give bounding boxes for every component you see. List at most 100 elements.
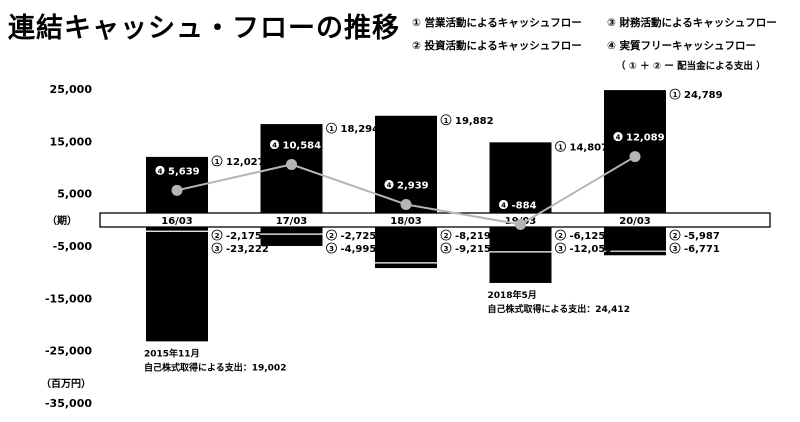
data-label-financing-cf: -9,215	[455, 244, 491, 255]
label-marker-free-cf	[383, 179, 395, 190]
legend-note: （ ① ＋ ② ー 配当金による支出 ）	[616, 61, 766, 72]
annotation-text: 自己株式取得による支出：24,412	[488, 303, 630, 315]
data-label-free-cf: -884	[512, 200, 537, 211]
x-tick-label: 16/03	[161, 216, 193, 227]
annotation-text: 2015年11月	[144, 347, 200, 359]
data-label-investing-cf: -8,219	[455, 231, 491, 242]
label-marker-financing	[326, 242, 337, 254]
legend-number-4: ④	[607, 40, 616, 52]
label-marker-number: 3	[329, 245, 334, 253]
label-marker-investing	[440, 229, 452, 241]
label-marker-number: 3	[558, 245, 563, 253]
y-tick-label: -15,000	[45, 292, 92, 305]
point-free-cf	[515, 218, 526, 230]
label-marker-free-cf	[498, 199, 509, 210]
x-tick-label: 17/03	[276, 216, 308, 227]
label-marker-operating	[211, 155, 223, 167]
label-marker-number: 4	[501, 201, 506, 209]
data-label-free-cf: 5,639	[168, 166, 200, 177]
data-label-financing-cf: -4,995	[341, 244, 377, 255]
legend-label-4: 実質フリーキャッシュフロー	[619, 40, 757, 52]
bar-financing-cf	[489, 227, 552, 283]
y-tick-label: -5,000	[53, 240, 93, 253]
bar-operating-cf	[375, 115, 437, 213]
point-free-cf	[629, 151, 641, 163]
category-band	[99, 212, 771, 228]
bar-financing-cf	[375, 227, 437, 269]
legend-item-3: ③ 財務活動によるキャッシュフロー	[607, 15, 777, 30]
annotation-text: 自己株式取得による支出：19,002	[144, 361, 286, 373]
label-marker-number: 3	[215, 245, 220, 253]
data-label-investing-cf: -2,175	[226, 231, 262, 242]
label-marker-number: 1	[558, 143, 563, 151]
label-marker-investing	[555, 229, 566, 241]
data-label-operating-cf: 14,807	[570, 142, 609, 153]
label-marker-operating	[440, 114, 452, 126]
label-marker-financing	[211, 242, 223, 254]
label-marker-number: 2	[329, 232, 334, 240]
data-label-operating-cf: 18,294	[341, 124, 380, 135]
data-label-financing-cf: -23,222	[226, 244, 269, 255]
label-marker-investing	[669, 229, 681, 241]
legend-number-1: ①	[412, 17, 421, 29]
label-marker-number: 1	[673, 91, 678, 99]
label-marker-number: 3	[444, 245, 449, 253]
label-marker-number: 4	[387, 181, 392, 189]
legend-label-2: 投資活動によるキャッシュフロー	[424, 40, 582, 52]
label-marker-number: 2	[558, 232, 563, 240]
label-marker-free-cf	[269, 139, 280, 150]
point-free-cf	[286, 158, 297, 170]
label-marker-financing	[555, 242, 566, 254]
label-marker-investing	[211, 229, 223, 241]
legend-label-3: 財務活動によるキャッシュフロー	[619, 17, 777, 29]
data-label-operating-cf: 24,789	[684, 90, 723, 101]
label-marker-operating	[555, 140, 566, 152]
label-marker-financing	[440, 242, 452, 254]
label-marker-number: 1	[444, 117, 449, 125]
data-label-free-cf: 10,584	[283, 140, 322, 151]
x-tick-label: 18/03	[390, 216, 422, 227]
y-tick-label: 15,000	[50, 135, 93, 148]
legend-item-4: ④ 実質フリーキャッシュフロー	[607, 38, 756, 53]
bar-financing-cf	[146, 227, 208, 342]
data-label-investing-cf: -2,725	[341, 231, 377, 242]
data-label-investing-cf: -6,125	[570, 231, 606, 242]
data-label-financing-cf: -12,059	[570, 244, 613, 255]
legend-number-3: ③	[607, 17, 616, 29]
label-marker-number: 2	[444, 232, 449, 240]
unit-label: （百万円）	[41, 377, 91, 390]
y-tick-label: 5,000	[57, 188, 92, 201]
period-axis-label: （期）	[47, 214, 77, 227]
label-marker-number: 4	[616, 134, 621, 142]
legend-number-2: ②	[412, 40, 421, 52]
data-label-free-cf: 12,089	[626, 133, 665, 144]
y-tick-label: 25,000	[50, 83, 93, 96]
label-marker-financing	[669, 242, 681, 254]
label-marker-number: 4	[272, 141, 277, 149]
data-label-operating-cf: 12,027	[226, 157, 265, 168]
label-marker-number: 2	[215, 232, 220, 240]
label-marker-operating	[669, 88, 681, 100]
point-free-cf	[400, 198, 412, 210]
y-tick-label: -25,000	[45, 345, 92, 358]
label-marker-number: 1	[215, 158, 220, 166]
bar-financing-cf	[604, 227, 666, 256]
label-marker-operating	[326, 122, 337, 134]
annotation-text: 2018年5月	[488, 289, 537, 301]
legend-label-1: 営業活動によるキャッシュフロー	[424, 17, 582, 29]
data-label-operating-cf: 19,882	[455, 116, 494, 127]
legend-item-1: ① 営業活動によるキャッシュフロー	[412, 15, 582, 30]
label-marker-free-cf	[612, 131, 624, 142]
legend-item-2: ② 投資活動によるキャッシュフロー	[412, 38, 582, 53]
bar-financing-cf	[260, 227, 323, 246]
label-marker-number: 2	[673, 232, 678, 240]
label-marker-free-cf	[154, 164, 166, 176]
label-marker-number: 3	[673, 245, 678, 253]
y-tick-label: -35,000	[45, 397, 92, 410]
label-marker-investing	[326, 229, 337, 241]
data-label-free-cf: 2,939	[397, 180, 429, 191]
x-tick-label: 20/03	[619, 216, 651, 227]
point-free-cf	[171, 184, 183, 196]
label-marker-number: 1	[329, 125, 334, 133]
